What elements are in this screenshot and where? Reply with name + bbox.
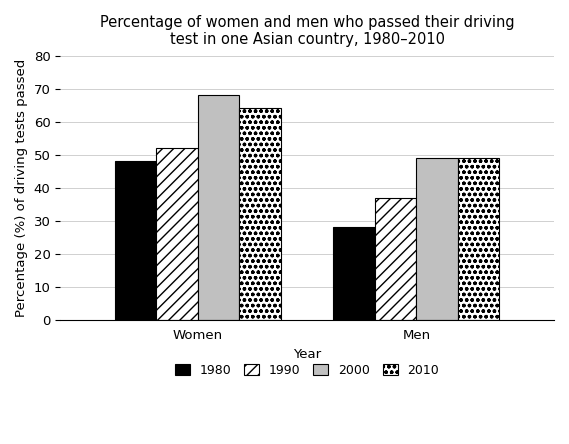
Title: Percentage of women and men who passed their driving
test in one Asian country, : Percentage of women and men who passed t… [100,15,514,48]
Bar [417,158,458,320]
Legend: 1980, 1990, 2000, 2010: 1980, 1990, 2000, 2010 [170,359,444,382]
Bar [333,227,375,320]
Bar [240,108,281,320]
Y-axis label: Percentage (%) of driving tests passed: Percentage (%) of driving tests passed [15,59,28,317]
Bar [156,148,198,320]
X-axis label: Year: Year [293,348,321,361]
Bar [375,198,417,320]
Bar [198,95,240,320]
Bar [115,161,156,320]
Bar [458,158,500,320]
